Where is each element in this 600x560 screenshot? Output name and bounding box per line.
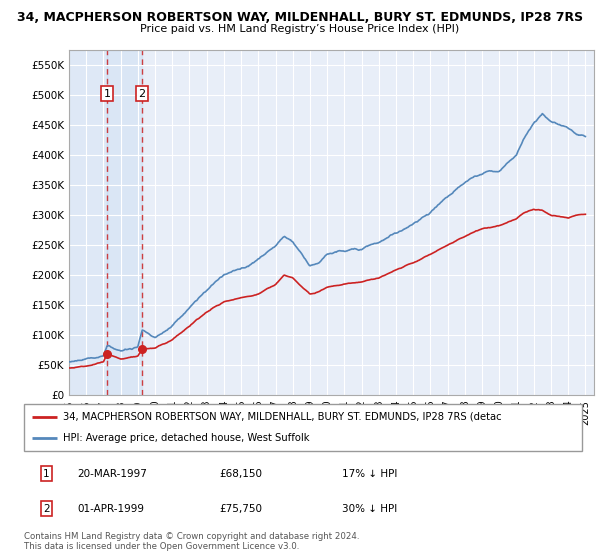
Text: 1: 1 — [104, 88, 111, 99]
Text: HPI: Average price, detached house, West Suffolk: HPI: Average price, detached house, West… — [63, 433, 310, 444]
Text: Contains HM Land Registry data © Crown copyright and database right 2024.
This d: Contains HM Land Registry data © Crown c… — [24, 532, 359, 552]
Text: 34, MACPHERSON ROBERTSON WAY, MILDENHALL, BURY ST. EDMUNDS, IP28 7RS (detac: 34, MACPHERSON ROBERTSON WAY, MILDENHALL… — [63, 412, 502, 422]
Text: 17% ↓ HPI: 17% ↓ HPI — [342, 469, 397, 479]
FancyBboxPatch shape — [24, 404, 582, 451]
Text: 20-MAR-1997: 20-MAR-1997 — [77, 469, 147, 479]
Text: 30% ↓ HPI: 30% ↓ HPI — [342, 503, 397, 514]
Text: 1: 1 — [43, 469, 50, 479]
Text: £75,750: £75,750 — [220, 503, 262, 514]
Bar — [69, 50, 107, 395]
Text: 2: 2 — [43, 503, 50, 514]
Text: 01-APR-1999: 01-APR-1999 — [77, 503, 144, 514]
Text: 34, MACPHERSON ROBERTSON WAY, MILDENHALL, BURY ST. EDMUNDS, IP28 7RS: 34, MACPHERSON ROBERTSON WAY, MILDENHALL… — [17, 11, 583, 24]
Text: Price paid vs. HM Land Registry’s House Price Index (HPI): Price paid vs. HM Land Registry’s House … — [140, 24, 460, 34]
Bar — [107, 50, 142, 395]
Text: £68,150: £68,150 — [220, 469, 262, 479]
Text: 2: 2 — [139, 88, 146, 99]
